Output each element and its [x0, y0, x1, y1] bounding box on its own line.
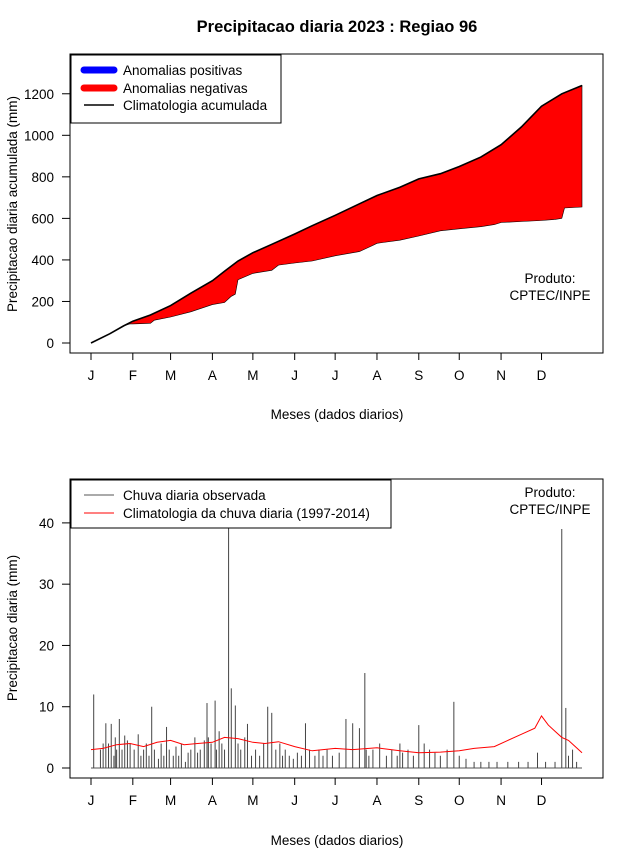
y-tick-label: 400: [31, 253, 54, 268]
climatology-cumulative-line: [90, 84, 583, 344]
x-tick-label: D: [537, 368, 547, 383]
figure-title: Precipitacao diaria 2023 : Regiao 96: [197, 18, 478, 36]
y-tick-label: 1200: [24, 87, 54, 102]
x-tick-label: N: [496, 793, 506, 808]
climatology-rain-line: [90, 714, 583, 754]
legend-observed-label: Chuva diaria observada: [123, 488, 266, 503]
x-tick-label: J: [88, 793, 95, 808]
daily-ticks: 0 10 20 30 40 J F M A M J J A S O N D: [39, 516, 547, 808]
y-tick-label: 800: [31, 170, 54, 185]
x-tick-label: M: [165, 793, 176, 808]
cumulative-ticks: 0 200 400 600 800 1000 1200 J F M A M J J A S O N D: [24, 87, 547, 383]
daily-plot-frame: [69, 478, 604, 779]
legend-climatology-rain-label: Climatologia da chuva diaria (1997-2014): [123, 506, 370, 521]
y-tick-label: 20: [39, 638, 54, 653]
x-tick-label: A: [208, 368, 217, 383]
daily-y-label: Precipitacao diaria (mm): [5, 555, 20, 701]
daily-panel: 0 10 20 30 40 J F M A M J J A S O N D Precipitacao diari…: [5, 478, 604, 848]
cumulative-legend: Anomalias positivas Anomalias negativas …: [70, 54, 282, 124]
x-tick-label: A: [372, 368, 381, 383]
x-tick-label: N: [496, 368, 506, 383]
x-tick-label: M: [165, 368, 176, 383]
cumulative-panel: 0 200 400 600 800 1000 1200 J F M A M J J A S O N D Precip…: [5, 53, 604, 422]
x-tick-label: F: [129, 368, 137, 383]
x-tick-label: D: [537, 793, 547, 808]
cumulative-plot-frame: [69, 53, 604, 354]
y-tick-label: 600: [31, 211, 54, 226]
daily-legend: Chuva diaria observada Climatologia da c…: [70, 479, 392, 529]
y-tick-label: 1000: [24, 128, 54, 143]
daily-legend-box: [70, 479, 392, 529]
x-tick-label: J: [332, 368, 339, 383]
x-tick-label: O: [454, 793, 465, 808]
daily-x-label: Meses (dados diarios): [271, 833, 404, 848]
x-tick-label: M: [247, 793, 258, 808]
anomaly-area: [90, 84, 583, 344]
x-tick-label: S: [414, 793, 423, 808]
legend-negative-label: Anomalias negativas: [123, 81, 248, 96]
x-tick-label: J: [291, 793, 298, 808]
x-tick-label: O: [454, 368, 465, 383]
cumulative-product-label: Produto:: [524, 271, 575, 286]
x-tick-label: A: [372, 793, 381, 808]
daily-product-label: Produto:: [524, 485, 575, 500]
x-tick-label: M: [247, 368, 258, 383]
x-tick-label: J: [88, 368, 95, 383]
y-tick-label: 40: [39, 516, 54, 531]
y-tick-label: 30: [39, 577, 54, 592]
y-tick-label: 0: [46, 761, 54, 776]
y-tick-label: 10: [39, 700, 54, 715]
x-tick-label: F: [129, 793, 137, 808]
daily-product-source: CPTEC/INPE: [509, 502, 590, 517]
cumulative-product-source: CPTEC/INPE: [509, 288, 590, 303]
x-tick-label: J: [332, 793, 339, 808]
x-tick-label: J: [291, 368, 298, 383]
x-tick-label: S: [414, 368, 423, 383]
legend-positive-label: Anomalias positivas: [123, 63, 243, 78]
cumulative-x-label: Meses (dados diarios): [271, 407, 404, 422]
observed-rain-bars: [91, 516, 582, 769]
legend-climatology-label: Climatologia acumulada: [123, 98, 268, 113]
cumulative-y-label: Precipitacao diaria acumulada (mm): [5, 96, 20, 312]
climatology-rain-polyline: [90, 714, 583, 754]
y-tick-label: 0: [46, 336, 54, 351]
y-tick-label: 200: [31, 294, 54, 309]
x-tick-label: A: [208, 793, 217, 808]
